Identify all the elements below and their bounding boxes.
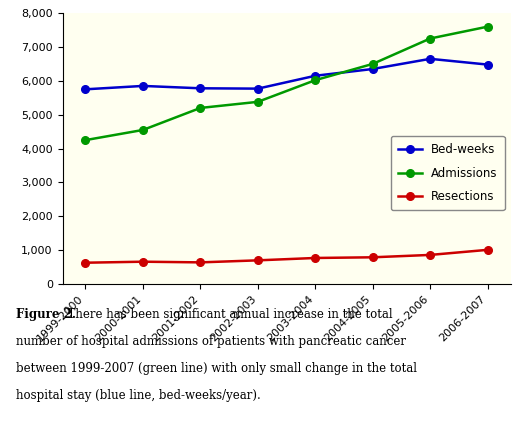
Bed-weeks: [197, 86, 204, 91]
Resections: [197, 260, 204, 265]
Legend: Bed-weeks, Admissions, Resections: Bed-weeks, Admissions, Resections: [391, 136, 505, 210]
Text: between 1999-2007 (green line) with only small change in the total: between 1999-2007 (green line) with only…: [16, 362, 417, 375]
Line: Bed-weeks: Bed-weeks: [82, 55, 491, 93]
Bed-weeks: [312, 73, 318, 78]
Resections: [312, 255, 318, 260]
Bed-weeks: [82, 87, 89, 92]
Admissions: [255, 99, 261, 104]
Line: Resections: Resections: [82, 246, 491, 267]
Resections: [369, 255, 376, 260]
Bed-weeks: [369, 66, 376, 72]
Resections: [485, 247, 491, 253]
Admissions: [312, 77, 318, 83]
Text: number of hospital admissions of patients with pancreatic cancer: number of hospital admissions of patient…: [16, 335, 406, 348]
Admissions: [82, 138, 89, 143]
Admissions: [140, 127, 146, 132]
Resections: [255, 258, 261, 263]
Bed-weeks: [140, 83, 146, 89]
Text: There has been significant annual increase in the total: There has been significant annual increa…: [60, 308, 392, 321]
Bed-weeks: [427, 56, 433, 62]
Resections: [427, 252, 433, 257]
Resections: [82, 260, 89, 265]
Admissions: [485, 24, 491, 29]
Text: Figure 2.: Figure 2.: [16, 308, 76, 321]
Text: hospital stay (blue line, bed-weeks/year).: hospital stay (blue line, bed-weeks/year…: [16, 389, 260, 402]
Admissions: [197, 105, 204, 111]
Admissions: [369, 61, 376, 66]
Bed-weeks: [485, 62, 491, 67]
Resections: [140, 259, 146, 264]
Line: Admissions: Admissions: [82, 23, 491, 144]
Admissions: [427, 36, 433, 41]
Bed-weeks: [255, 86, 261, 91]
